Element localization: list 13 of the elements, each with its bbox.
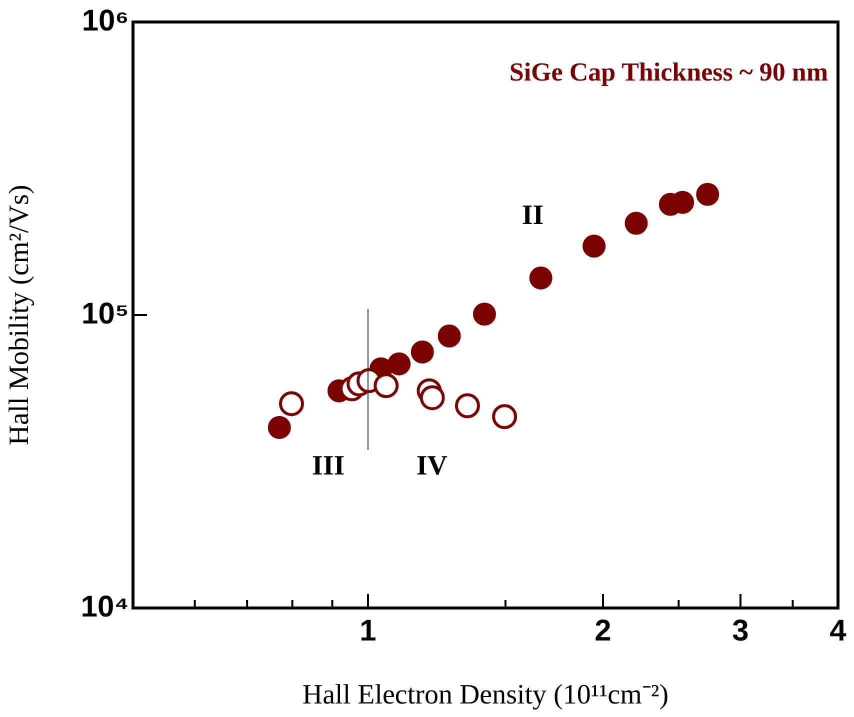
y-tick-label: 10⁴ (80, 590, 129, 624)
x-tick-label: 4 (830, 614, 847, 648)
y-tick-label: 10⁵ (82, 297, 129, 330)
annotation: III (312, 450, 345, 482)
annotation: IV (416, 450, 448, 482)
x-tick-label: 3 (732, 614, 749, 648)
annotation: II (522, 200, 544, 231)
x-tick-label: 2 (594, 614, 612, 648)
x-axis-title: Hall Electron Density (10¹¹cm⁻²) (302, 680, 669, 711)
annotation: SiGe Cap Thickness ~ 90 nm (509, 58, 828, 87)
y-axis-title: Hall Mobility (cm²/Vs) (4, 184, 36, 446)
y-tick-label: 10⁶ (82, 4, 129, 38)
x-tick-label: 1 (360, 614, 376, 648)
